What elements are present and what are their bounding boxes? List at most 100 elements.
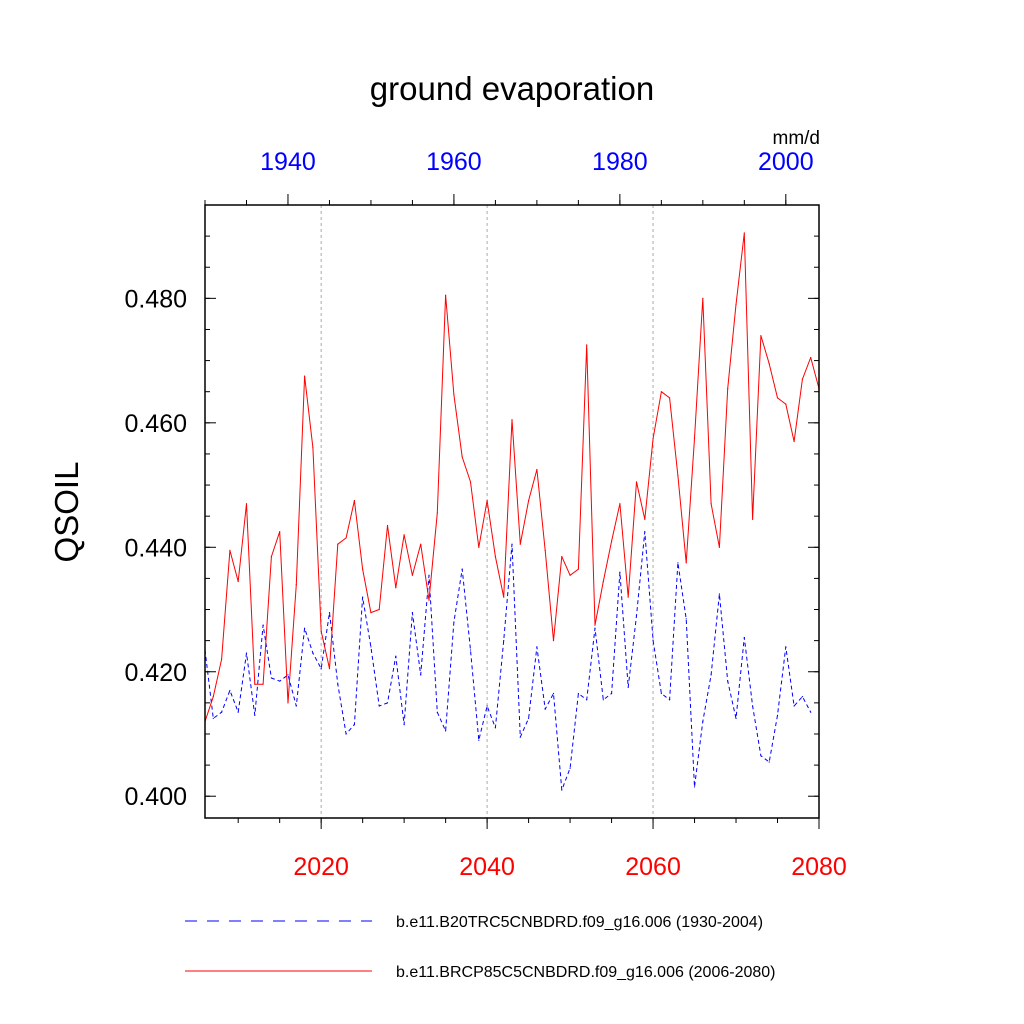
data-point: [353, 500, 355, 502]
data-point: [627, 686, 629, 688]
data-point: [295, 705, 297, 707]
series-line-rcp85: [204, 232, 820, 722]
y-axis-label: QSOIL: [48, 462, 85, 563]
data-point: [602, 699, 604, 701]
data-point: [420, 674, 422, 676]
data-point: [453, 621, 455, 623]
data-point: [619, 571, 621, 573]
data-point: [793, 705, 795, 707]
data-point: [254, 683, 256, 685]
data-point: [287, 702, 289, 704]
data-point: [436, 512, 438, 514]
data-point: [718, 593, 721, 595]
data-point: [718, 546, 721, 548]
tick-marks: [204, 194, 820, 829]
data-point: [735, 303, 737, 306]
data-point: [527, 717, 530, 720]
data-point: [320, 630, 322, 632]
data-point: [801, 696, 804, 698]
data-point: [685, 618, 687, 620]
data-point: [469, 649, 472, 651]
data-point: [386, 702, 389, 704]
data-point: [544, 708, 546, 710]
data-point: [245, 652, 248, 654]
data-point: [793, 440, 795, 443]
data-point: [519, 736, 521, 738]
data-point: [652, 437, 654, 439]
data-point: [552, 692, 555, 695]
data-point: [743, 636, 745, 639]
data-point: [594, 624, 596, 626]
data-point: [237, 580, 239, 583]
data-point: [220, 658, 223, 660]
data-point: [328, 668, 331, 670]
data-point: [619, 503, 621, 505]
data-point: [262, 624, 264, 626]
data-point: [776, 397, 779, 399]
data-point: [776, 714, 779, 716]
data-point: [660, 391, 662, 393]
data-point: [536, 468, 538, 471]
data-point: [303, 375, 306, 377]
data-point: [353, 724, 355, 726]
data-point: [693, 437, 696, 439]
data-point: [702, 720, 704, 723]
data-point: [287, 674, 289, 676]
data-point: [710, 503, 712, 505]
data-point: [345, 537, 347, 539]
data-point: [403, 724, 405, 726]
x-tick-label-bottom: 2060: [625, 853, 681, 881]
data-point: [362, 596, 364, 598]
x-tick-label-top: 2000: [758, 148, 814, 176]
data-point: [237, 711, 239, 713]
data-point: [635, 615, 638, 617]
data-point: [254, 714, 256, 716]
data-point: [586, 344, 588, 346]
data-point: [669, 397, 671, 399]
data-point: [677, 475, 679, 477]
tick-labels: 0.400 0.420 0.440 0.460 0.480 2020 2040 2060 208…: [124, 148, 846, 881]
data-point: [569, 767, 571, 769]
data-point: [752, 705, 754, 707]
data-point: [561, 556, 563, 558]
y-tick-label: 0.440: [124, 534, 187, 562]
data-point: [677, 562, 679, 564]
data-point: [577, 568, 579, 570]
data-point: [312, 652, 314, 654]
series-line-historical: [204, 531, 812, 791]
data-point: [586, 699, 588, 701]
data-point: [660, 692, 662, 695]
data-point: [743, 232, 745, 234]
data-point: [785, 646, 787, 648]
data-point: [212, 696, 214, 698]
plot-frame: [204, 204, 820, 819]
data-point: [428, 599, 430, 601]
data-point: [635, 481, 638, 483]
data-point: [503, 596, 505, 598]
data-point: [270, 556, 272, 558]
data-point: [727, 387, 729, 390]
x-tick-label-bottom: 2020: [293, 853, 349, 881]
data-point: [569, 574, 571, 576]
y-tick-label: 0.420: [124, 659, 187, 687]
data-point: [768, 761, 770, 763]
x-tick-label-bottom: 2080: [791, 853, 847, 881]
series-group: [204, 232, 820, 791]
data-point: [710, 674, 712, 676]
data-point: [395, 655, 397, 657]
data-point: [685, 562, 687, 564]
data-point: [810, 711, 812, 713]
data-point: [411, 574, 414, 576]
data-point: [436, 711, 438, 713]
data-point: [552, 640, 555, 642]
data-point: [295, 584, 297, 586]
data-point: [345, 733, 347, 735]
data-point: [478, 546, 480, 548]
data-point: [727, 680, 729, 682]
data-point: [303, 627, 306, 629]
data-point: [486, 705, 488, 707]
data-point: [536, 646, 538, 648]
data-point: [503, 640, 505, 642]
data-point: [461, 456, 463, 458]
data-point: [312, 447, 314, 449]
